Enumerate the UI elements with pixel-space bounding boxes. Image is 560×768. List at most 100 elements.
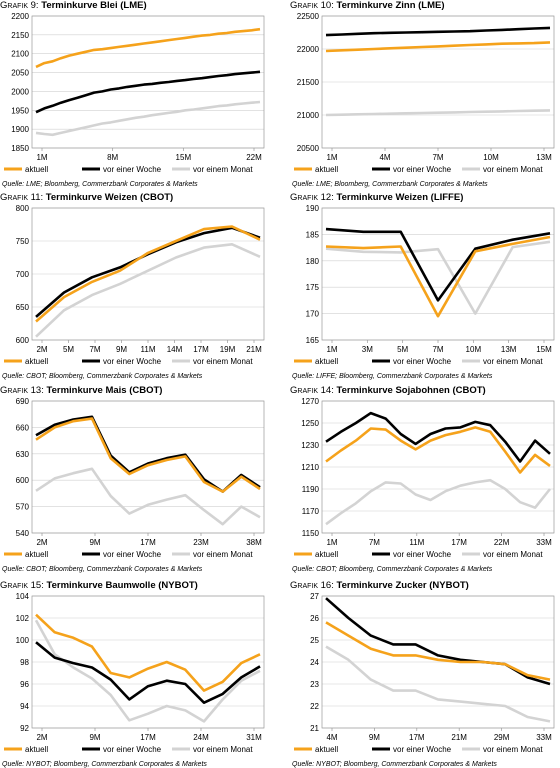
chart-title-text: Terminkurve Baumwolle (NYBOT) (46, 580, 198, 591)
series-line-2 (325, 26, 551, 37)
legend-label: vor einem Monat (193, 165, 253, 174)
series-line-3 (325, 645, 551, 723)
y-tick-label: 540 (16, 529, 30, 538)
x-tick-label: 2M (36, 538, 47, 547)
y-tick-label: 2150 (11, 31, 29, 40)
legend-label: vor einer Woche (103, 357, 162, 366)
series-line-1 (35, 417, 261, 493)
series-line-3 (325, 478, 552, 526)
legend-label: vor einem Monat (483, 550, 543, 559)
y-tick-label: 570 (16, 503, 30, 512)
y-tick-label: 1150 (302, 529, 320, 538)
legend-label: aktuell (25, 550, 48, 559)
line-chart: 1850 1900 1950 2000 2050 2100 2150 2200 1M 8M 15M 2… (4, 12, 265, 174)
x-tick-label: 15M (536, 345, 552, 354)
y-tick-label: 20500 (297, 144, 320, 153)
y-tick-label: 102 (16, 614, 30, 623)
x-tick-label: 1M (326, 153, 337, 162)
x-tick-label: 23M (193, 538, 209, 547)
x-tick-label: 9M (89, 538, 100, 547)
plot-frame (321, 207, 555, 341)
legend-label: aktuell (315, 745, 338, 754)
chart-title: Grafik 15: Terminkurve Baumwolle (NYBOT) (0, 580, 198, 591)
legend-label: vor einem Monat (483, 165, 543, 174)
series-line-3 (325, 109, 551, 117)
chart-title-text: Terminkurve Zinn (LME) (336, 0, 445, 11)
y-tick-label: 1210 (301, 463, 319, 472)
y-tick-label: 690 (16, 397, 30, 406)
legend-label: vor einer Woche (103, 165, 162, 174)
plot-frame (321, 400, 555, 534)
series-line-1 (35, 225, 261, 323)
y-tick-label: 1250 (301, 419, 319, 428)
series-line-2 (35, 70, 261, 114)
y-tick-label: 750 (16, 237, 30, 246)
y-tick-label: 25 (310, 636, 319, 645)
series-line-1 (325, 621, 551, 681)
line-chart: 92 94 96 98 100 102 104 2M 9M 17M 24M 31M aktuell vor… (4, 592, 265, 754)
x-tick-label: 29M (494, 733, 510, 742)
y-tick-label: 660 (16, 423, 30, 432)
x-tick-label: 10M (483, 153, 499, 162)
chart-title: Grafik 9: Terminkurve Blei (LME) (0, 0, 147, 11)
legend-label: vor einer Woche (103, 550, 162, 559)
chart-source: Quelle: NYBOT; Bloomberg, Commerzbank Co… (292, 761, 497, 768)
y-tick-label: 190 (306, 204, 320, 213)
chart-number: Grafik 9: (0, 0, 42, 11)
series-line-2 (35, 641, 261, 704)
legend-label: vor einer Woche (393, 745, 452, 754)
chart-panel-2: Grafik 10: Terminkurve Zinn (LME) 20500 21… (290, 0, 560, 188)
x-tick-label: 17M (140, 733, 156, 742)
x-tick-label: 21M (451, 733, 467, 742)
chart-title-text: Terminkurve Weizen (CBOT) (45, 192, 174, 203)
y-tick-label: 23 (310, 680, 319, 689)
y-tick-label: 98 (20, 658, 29, 667)
y-tick-label: 800 (16, 204, 30, 213)
y-tick-label: 26 (310, 614, 319, 623)
x-tick-label: 7M (369, 538, 380, 547)
legend-label: aktuell (25, 165, 48, 174)
x-tick-label: 7M (432, 345, 443, 354)
y-tick-label: 92 (20, 724, 29, 733)
y-tick-label: 1270 (301, 397, 319, 406)
legend-label: vor einer Woche (393, 550, 452, 559)
chart-panel-3: Grafik 11: Terminkurve Weizen (CBOT) 600 6… (0, 192, 270, 380)
series-line-1 (325, 41, 551, 53)
y-tick-label: 94 (20, 702, 29, 711)
y-tick-label: 170 (306, 310, 320, 319)
chart-panel-8: Grafik 16: Terminkurve Zucker (NYBOT) 21 2… (290, 580, 560, 768)
series-line-3 (35, 100, 261, 137)
legend-label: vor einer Woche (103, 745, 162, 754)
chart-source: Quelle: CBOT; Bloomberg, Commerzbank Cor… (292, 566, 493, 573)
y-tick-label: 180 (306, 257, 320, 266)
chart-number: Grafik 10: (290, 0, 337, 11)
series-line-1 (35, 613, 261, 692)
chart-title-text: Terminkurve Weizen (LIFFE) (336, 192, 464, 203)
chart-title-text: Terminkurve Mais (CBOT) (46, 385, 163, 396)
x-tick-label: 11M (409, 538, 424, 547)
series-line-2 (325, 411, 551, 463)
chart-title-text: Terminkurve Blei (LME) (41, 0, 147, 11)
chart-title: Grafik 11: Terminkurve Weizen (CBOT) (0, 192, 173, 203)
x-tick-label: 10M (466, 345, 482, 354)
series-line-3 (35, 467, 261, 526)
series-line-1 (325, 235, 551, 318)
legend-label: vor einer Woche (393, 357, 452, 366)
y-tick-label: 22000 (297, 45, 320, 54)
chart-number: Grafik 15: (0, 580, 47, 591)
x-tick-label: 5M (397, 345, 408, 354)
y-tick-label: 185 (306, 230, 320, 239)
x-tick-label: 13M (536, 153, 552, 162)
y-tick-label: 22 (310, 702, 319, 711)
legend-label: vor einem Monat (193, 550, 253, 559)
chart-title: Grafik 14: Terminkurve Sojabohnen (CBOT) (290, 385, 486, 396)
y-tick-label: 27 (310, 592, 319, 601)
line-chart: 540 570 600 630 660 690 2M 9M 17M 23M 38M aktuell vo… (4, 397, 265, 559)
y-tick-label: 21000 (297, 111, 320, 120)
y-tick-label: 100 (16, 636, 30, 645)
x-tick-label: 33M (536, 733, 552, 742)
chart-title: Grafik 10: Terminkurve Zinn (LME) (290, 0, 445, 11)
x-tick-label: 5M (63, 345, 74, 354)
x-tick-label: 15M (176, 153, 192, 162)
x-tick-label: 33M (536, 538, 552, 547)
